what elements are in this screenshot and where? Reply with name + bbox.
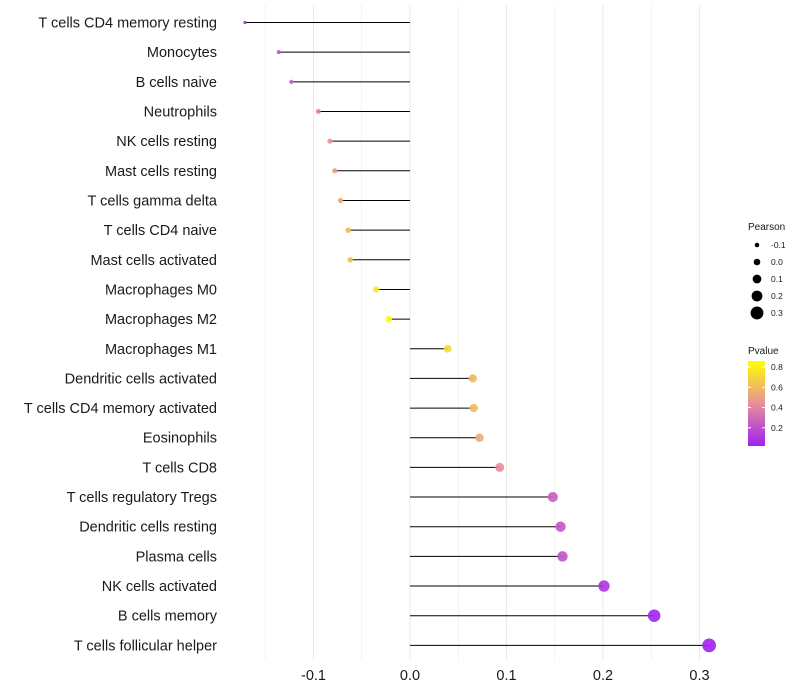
lollipop-point <box>443 344 452 353</box>
grid-lines <box>264 5 701 660</box>
legend-size-label: 0.3 <box>771 308 783 318</box>
lollipop-point <box>557 551 568 562</box>
x-tick-label: 0.2 <box>593 668 613 684</box>
category-label: Dendritic cells resting <box>79 520 217 536</box>
category-label: T cells CD4 naive <box>104 223 217 239</box>
category-label: Eosinophils <box>143 431 217 447</box>
legend-color-label: 0.8 <box>771 362 783 372</box>
category-label: B cells naive <box>136 75 217 91</box>
lollipop-point <box>243 20 247 25</box>
legend-size-label: 0.2 <box>771 291 783 301</box>
category-label: NK cells activated <box>102 579 217 595</box>
lollipop-point <box>276 50 281 55</box>
category-label: Macrophages M0 <box>105 282 217 298</box>
lollipop-points <box>243 20 717 653</box>
lollipop-point <box>555 521 566 532</box>
category-label: T cells regulatory Tregs <box>67 490 217 506</box>
lollipop-point <box>289 79 294 84</box>
category-label: T cells CD4 memory activated <box>24 401 217 417</box>
category-label: Neutrophils <box>144 104 217 120</box>
category-label: T cells CD4 memory resting <box>38 16 217 32</box>
x-tick-label: 0.3 <box>689 668 709 684</box>
category-label: Dendritic cells activated <box>65 371 217 387</box>
legend-color-label: 0.6 <box>771 382 783 392</box>
category-labels: T cells CD4 memory resting Monocytes B cel… <box>24 16 218 655</box>
x-tick-label: 0.0 <box>400 668 420 684</box>
legend-color-label: 0.4 <box>771 403 783 413</box>
lollipop-point <box>315 109 321 114</box>
lollipop-point <box>495 462 505 472</box>
legend-size-label: -0.1 <box>771 240 786 250</box>
lollipop-point <box>647 609 661 622</box>
lollipop-point <box>702 638 717 653</box>
legend-color-label: 0.2 <box>771 423 783 433</box>
lollipop-point <box>337 197 344 204</box>
legend-size-label: 0.1 <box>771 274 783 284</box>
lollipop-point <box>468 374 477 383</box>
category-label: B cells memory <box>118 609 218 625</box>
category-label: Mast cells activated <box>90 253 217 269</box>
lollipop-point <box>345 227 352 233</box>
lollipop-point <box>327 138 333 144</box>
lollipop-point <box>598 580 610 592</box>
lollipop-point <box>385 315 393 323</box>
category-label: Macrophages M2 <box>105 312 217 328</box>
x-tick-label: -0.1 <box>301 668 326 684</box>
legend-size-dot <box>754 242 760 248</box>
category-label: Macrophages M1 <box>105 342 217 358</box>
lollipop-point <box>475 433 484 443</box>
category-label: Monocytes <box>147 45 217 61</box>
lollipop-point <box>373 286 380 293</box>
legend-pvalue-colorbar <box>748 361 765 446</box>
legend-pvalue-title: Pvalue <box>748 346 779 357</box>
legend-pearson: Pearson -0.1 0.0 0.1 0.2 0.3 <box>748 222 786 320</box>
legend-pearson-title: Pearson <box>748 222 785 233</box>
legend-size-dot <box>750 306 764 320</box>
legend-size-dot <box>753 258 761 266</box>
category-label: NK cells resting <box>116 134 217 150</box>
category-label: T cells CD8 <box>142 460 217 476</box>
category-label: Mast cells resting <box>105 164 217 180</box>
lollipop-point <box>332 168 338 174</box>
legend-size-dot <box>751 290 763 302</box>
legend-pvalue: Pvalue 0.8 0.6 0.4 0.2 <box>748 346 783 446</box>
lollipop-point <box>469 403 478 413</box>
lollipop-stems <box>244 22 710 646</box>
lollipop-point <box>547 491 558 503</box>
legend-size-dot <box>752 274 762 284</box>
x-axis-ticks: -0.1 0.0 0.1 0.2 0.3 <box>301 668 710 684</box>
category-label: Plasma cells <box>136 549 217 565</box>
lollipop-point <box>347 256 353 263</box>
category-label: T cells gamma delta <box>88 193 218 209</box>
x-tick-label: 0.1 <box>496 668 516 684</box>
legend-size-label: 0.0 <box>771 257 783 267</box>
category-label: T cells follicular helper <box>74 638 217 654</box>
